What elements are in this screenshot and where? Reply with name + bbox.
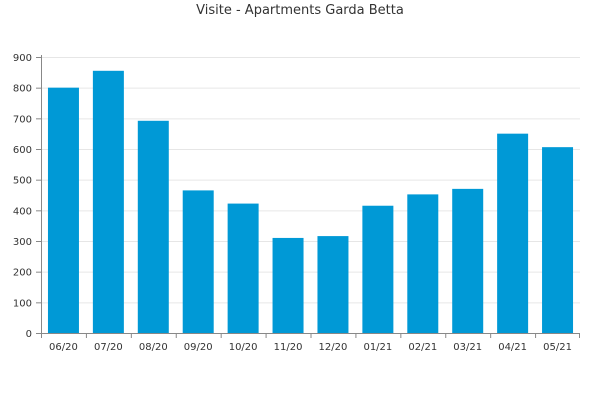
- x-tick-label: 11/20: [274, 342, 303, 353]
- y-tick-label: 300: [13, 237, 32, 248]
- bar: [227, 203, 259, 333]
- y-tick-label: 900: [13, 53, 32, 64]
- x-tick-label: 10/20: [229, 342, 258, 353]
- y-tick-label: 800: [13, 84, 32, 95]
- x-tick-label: 03/21: [453, 342, 482, 353]
- bar: [542, 147, 574, 333]
- y-tick-label: 700: [13, 114, 32, 125]
- bar: [407, 194, 439, 333]
- x-tick-label: 06/20: [49, 342, 78, 353]
- bar: [317, 236, 349, 333]
- bar: [47, 87, 79, 334]
- bar: [137, 120, 169, 333]
- y-tick-label: 500: [13, 176, 32, 187]
- y-tick-label: 600: [13, 145, 32, 156]
- x-tick-label: 02/21: [408, 342, 437, 353]
- bar: [452, 188, 484, 333]
- bar: [92, 70, 124, 334]
- y-tick-label: 400: [13, 206, 32, 217]
- y-tick-label: 0: [26, 329, 32, 340]
- x-tick-label: 12/20: [319, 342, 348, 353]
- x-tick-label: 07/20: [94, 342, 123, 353]
- chart-title: Visite - Apartments Garda Betta: [196, 3, 404, 18]
- bar: [182, 190, 214, 333]
- bar: [497, 133, 529, 333]
- x-tick-label: 01/21: [363, 342, 392, 353]
- bar: [272, 237, 304, 333]
- y-tick-label: 100: [13, 298, 32, 309]
- x-tick-label: 08/20: [139, 342, 168, 353]
- x-tick-label: 05/21: [543, 342, 572, 353]
- x-tick-label: 04/21: [498, 342, 527, 353]
- y-tick-label: 200: [13, 268, 32, 279]
- bar: [362, 205, 394, 333]
- x-tick-label: 09/20: [184, 342, 213, 353]
